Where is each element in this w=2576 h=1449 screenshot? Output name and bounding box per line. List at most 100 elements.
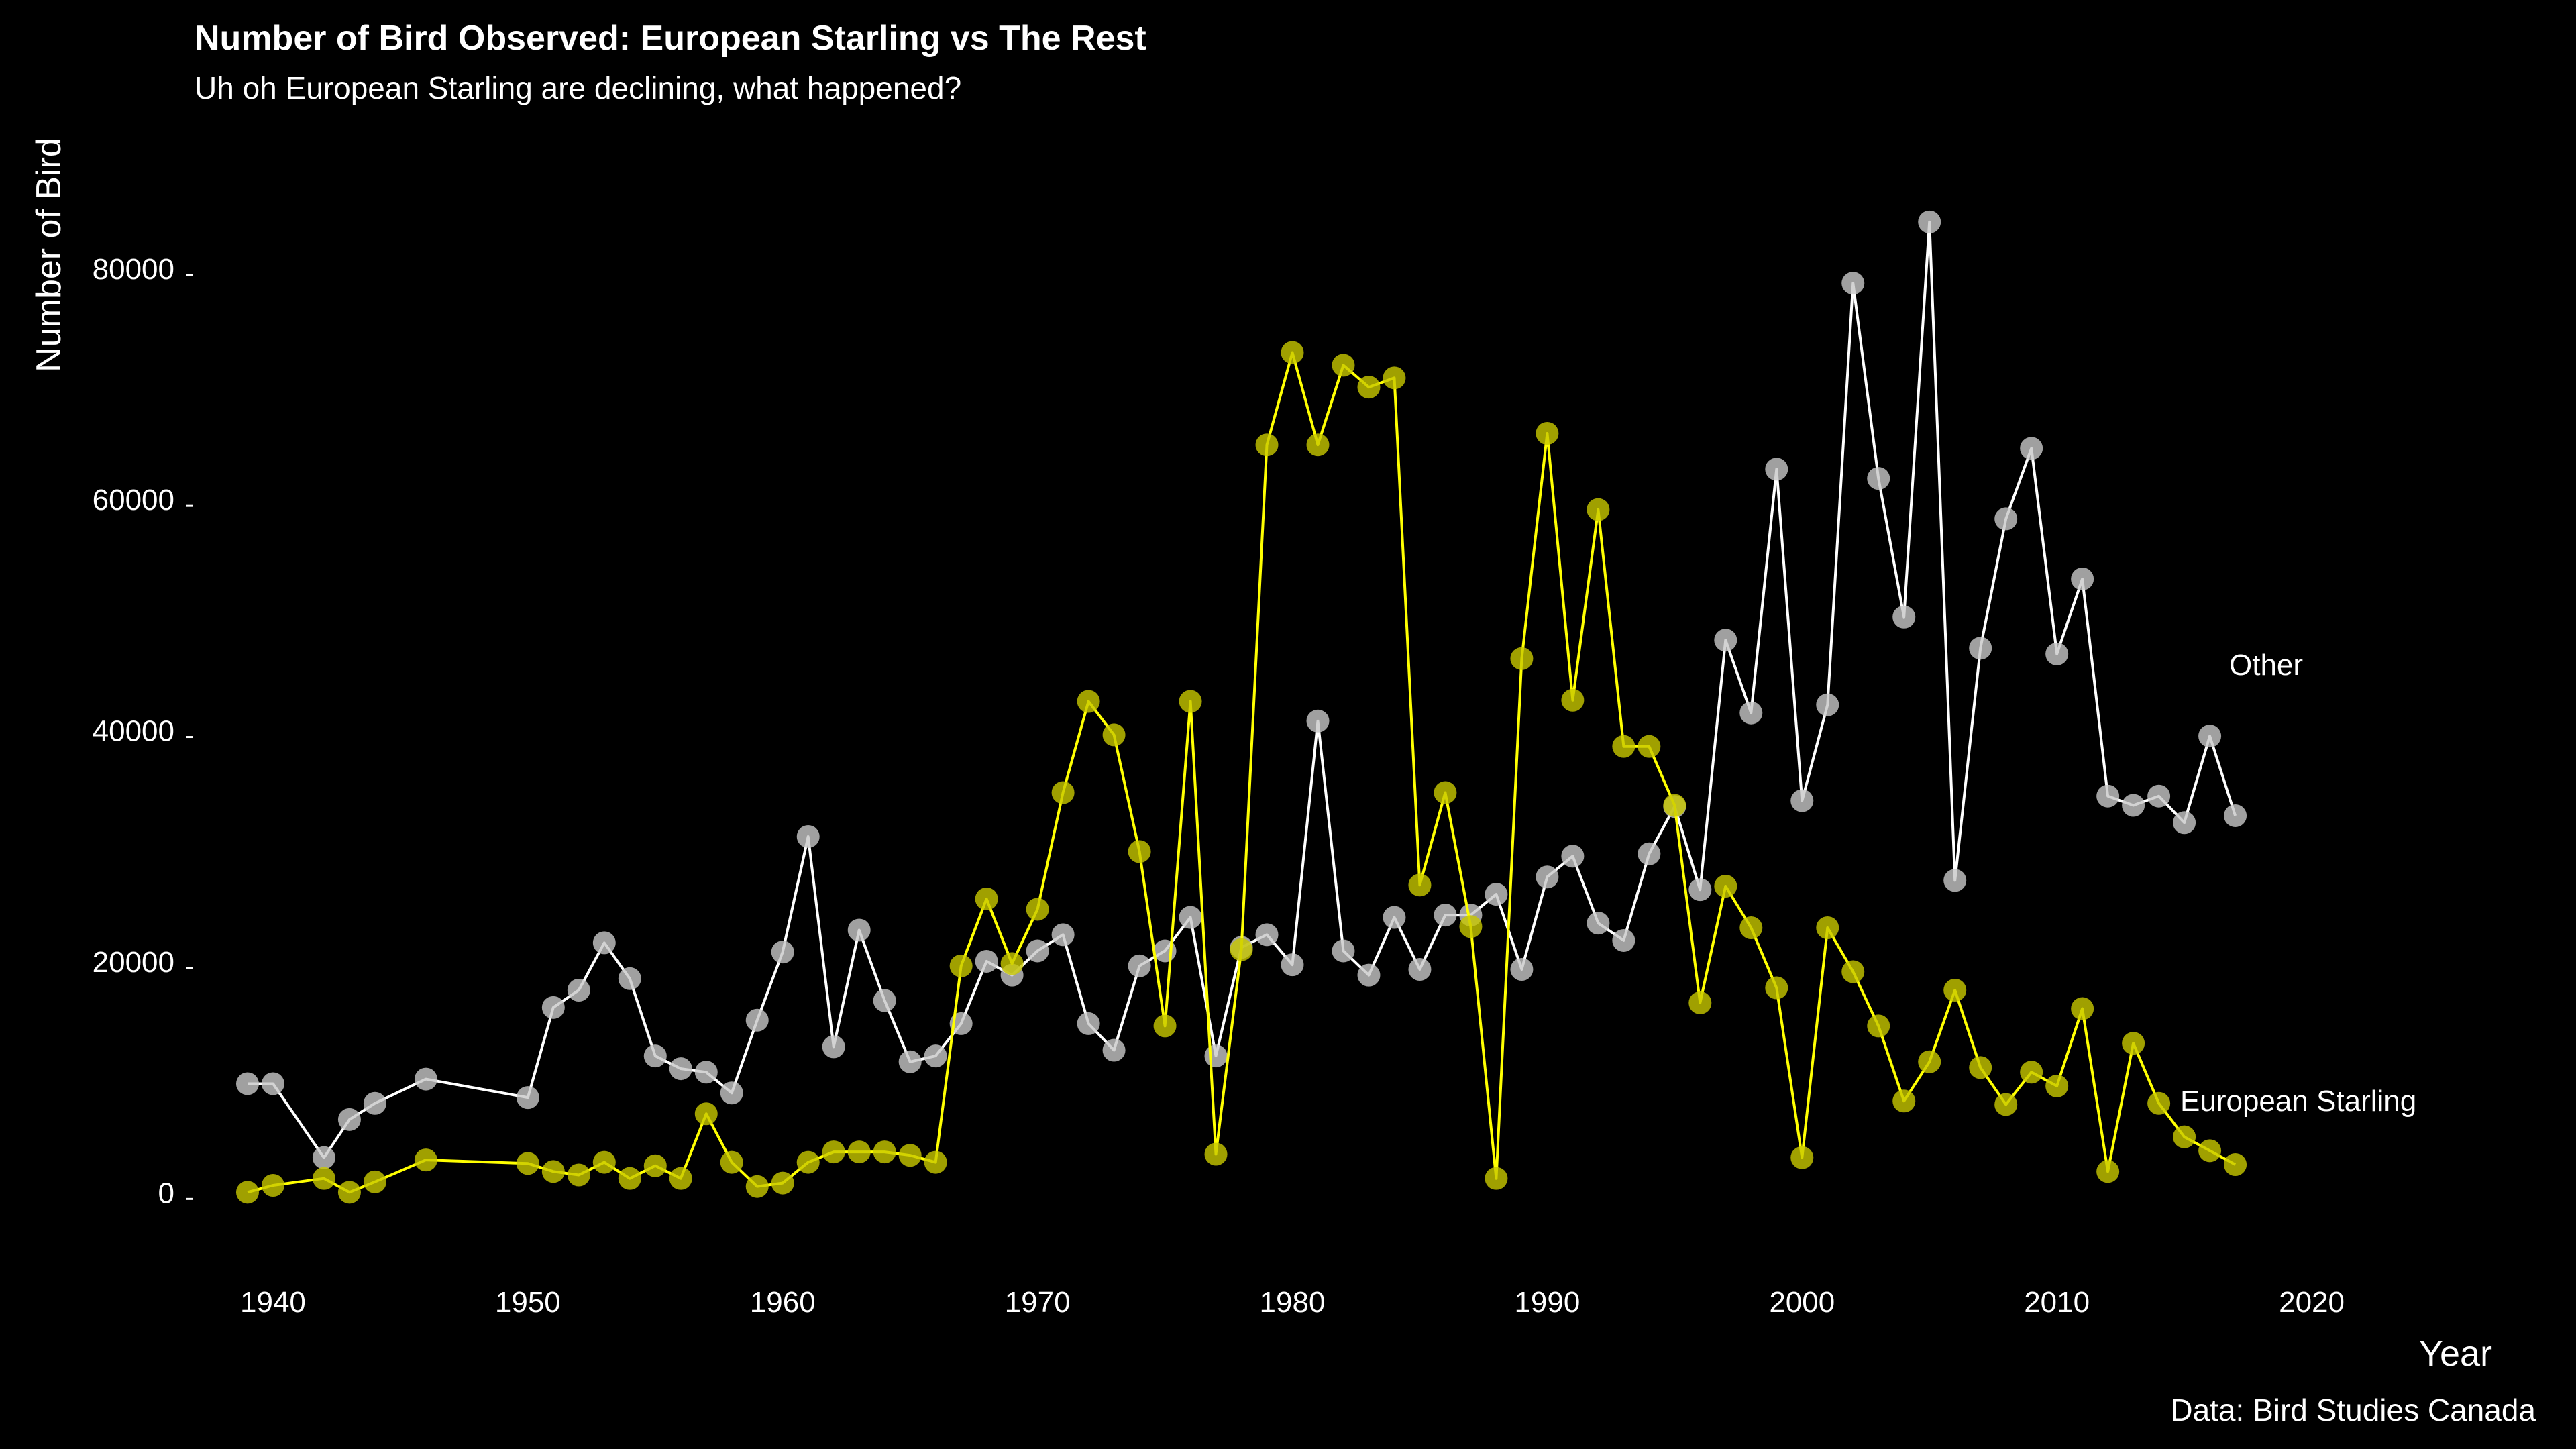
data-point-other <box>1102 1038 1126 1062</box>
data-point-other <box>1943 869 1967 892</box>
data-point-european-starling <box>1510 647 1534 670</box>
data-point-european-starling <box>1255 433 1279 457</box>
data-point-other <box>1077 1012 1100 1035</box>
data-point-other <box>1561 845 1585 868</box>
data-point-european-starling <box>1790 1146 1814 1169</box>
data-point-european-starling <box>1663 794 1686 817</box>
data-point-other <box>1765 458 1788 481</box>
data-point-european-starling <box>592 1150 616 1174</box>
data-point-european-starling <box>2147 1091 2171 1115</box>
data-point-other <box>1434 904 1457 927</box>
data-point-other <box>2173 811 2196 835</box>
series-label-other: Other <box>2229 649 2303 682</box>
x-tick-label: 1950 <box>495 1286 561 1319</box>
data-point-european-starling <box>1714 875 1737 898</box>
data-point-other <box>1357 963 1381 987</box>
x-tick-label: 1970 <box>1005 1286 1071 1319</box>
x-axis: 1940 1950 1960 1970 1980 1990 2000 2010 2020 <box>240 1286 2345 1319</box>
x-tick-label: 2010 <box>2024 1286 2090 1319</box>
data-point-european-starling <box>949 954 973 977</box>
y-tick-label: 60000 <box>93 484 174 517</box>
data-point-european-starling <box>1688 991 1712 1014</box>
data-point-european-starling <box>567 1163 590 1187</box>
data-point-other <box>618 967 641 990</box>
data-point-european-starling <box>312 1167 335 1190</box>
data-point-other <box>822 1035 845 1059</box>
data-point-european-starling <box>516 1152 539 1175</box>
data-point-other <box>873 989 896 1012</box>
data-point-european-starling <box>1128 840 1151 863</box>
data-point-european-starling <box>771 1171 794 1195</box>
data-point-european-starling <box>745 1175 769 1198</box>
x-tick-label: 2020 <box>2279 1286 2345 1319</box>
data-point-european-starling <box>975 887 998 910</box>
data-point-european-starling <box>1892 1089 1916 1113</box>
data-point-other <box>2122 794 2145 817</box>
data-point-european-starling <box>1485 1167 1508 1190</box>
y-tick-label: 0 <box>158 1177 174 1210</box>
data-point-european-starling <box>1536 422 1559 445</box>
data-point-european-starling <box>796 1150 820 1174</box>
data-point-european-starling <box>1816 916 1839 940</box>
x-tick-label: 1940 <box>240 1286 306 1319</box>
data-point-european-starling <box>1841 960 1865 983</box>
data-point-other <box>1638 842 1661 865</box>
data-point-other <box>414 1067 437 1091</box>
data-point-european-starling <box>2173 1125 2196 1148</box>
data-point-other <box>1383 906 1406 929</box>
data-point-other <box>1841 272 1865 295</box>
data-point-european-starling <box>720 1150 743 1174</box>
data-point-other <box>1969 637 1992 660</box>
data-point-other <box>796 824 820 848</box>
data-point-european-starling <box>898 1144 922 1167</box>
data-point-other <box>1306 709 1330 733</box>
data-point-other <box>1204 1044 1228 1068</box>
data-point-other <box>363 1091 386 1115</box>
data-point-european-starling <box>847 1140 871 1164</box>
data-point-european-starling <box>1306 433 1330 457</box>
data-point-european-starling <box>1026 898 1049 921</box>
data-point-other <box>2071 567 2094 590</box>
data-point-other <box>2045 642 2069 665</box>
data-point-other <box>1612 928 1635 952</box>
series-european-starling <box>235 341 2247 1204</box>
data-point-european-starling <box>1867 1014 1890 1038</box>
data-point-european-starling <box>2071 997 2094 1020</box>
data-point-european-starling <box>1077 690 1100 713</box>
chart-subtitle: Uh oh European Starling are declining, w… <box>195 70 961 105</box>
data-point-other <box>1867 467 1890 490</box>
data-point-other <box>2224 804 2247 827</box>
data-point-european-starling <box>1943 978 1967 1002</box>
data-point-european-starling <box>1765 976 1788 1000</box>
data-point-european-starling <box>414 1148 437 1172</box>
chart-title: Number of Bird Observed: European Starli… <box>195 19 1146 58</box>
data-point-other <box>1153 939 1177 963</box>
data-point-european-starling <box>1281 341 1304 364</box>
data-point-european-starling <box>643 1154 667 1177</box>
data-point-other <box>312 1146 335 1169</box>
data-point-european-starling <box>337 1181 361 1204</box>
data-point-european-starling <box>1332 354 1355 377</box>
data-point-other <box>1714 629 1737 652</box>
data-point-european-starling <box>1383 366 1406 390</box>
data-point-european-starling <box>261 1174 284 1197</box>
data-point-other <box>1688 878 1712 902</box>
data-point-european-starling <box>1000 952 1024 975</box>
data-point-other <box>567 978 590 1002</box>
data-point-other <box>1281 953 1304 977</box>
y-tick-label: 20000 <box>93 946 174 979</box>
data-point-european-starling <box>1230 938 1253 961</box>
data-point-european-starling <box>1153 1014 1177 1038</box>
data-point-european-starling <box>2122 1032 2145 1055</box>
data-point-other <box>1255 923 1279 947</box>
data-point-european-starling <box>694 1102 718 1126</box>
x-axis-label: Year <box>2419 1334 2492 1374</box>
data-point-other <box>1918 210 1941 233</box>
data-point-other <box>924 1044 947 1068</box>
data-point-european-starling <box>1357 376 1381 399</box>
data-point-other <box>1816 693 1839 716</box>
data-point-other <box>592 931 616 955</box>
data-point-other <box>1408 957 1432 981</box>
